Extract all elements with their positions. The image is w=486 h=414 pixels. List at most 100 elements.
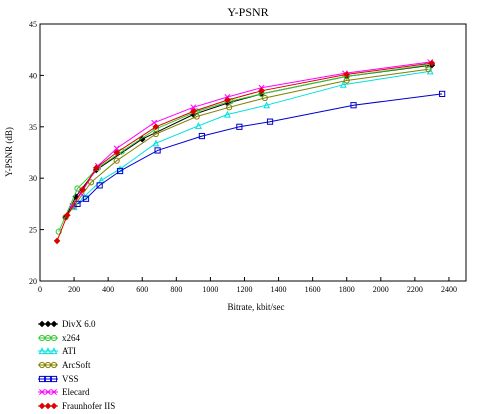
legend-swatch [38,347,58,355]
data-point-arcsoft [226,104,233,111]
legend-swatch-marker [38,375,46,382]
legend-swatch-marker [50,375,58,382]
legend-swatch-marker [44,347,52,355]
y-tick-label: 40 [29,71,37,80]
x-tick-label: 1800 [339,285,355,294]
data-point-fraunhofer-iis [79,186,86,193]
chart-title: Y-PSNR [227,5,268,19]
legend-swatch [38,375,58,382]
x-tick-label: 2000 [373,285,389,294]
data-point-arcsoft [343,77,350,84]
series-line-x264 [58,64,427,232]
x-tick-label: 200 [68,285,80,294]
legend-swatch-marker [44,375,52,382]
legend-swatch-marker [45,389,51,396]
legend-swatch-marker [50,320,58,328]
legend-swatch-marker [50,361,58,369]
data-point-fraunhofer-iis [152,123,160,131]
legend-label: ATI [62,346,76,357]
series-layer [53,59,446,245]
series-arcsoft [62,66,432,221]
x-tick-label: 2200 [407,285,423,294]
x-tick-label: 0 [38,285,42,294]
legend-label: VSS [62,373,79,384]
y-tick-label: 45 [29,20,37,29]
data-point-arcsoft [193,113,200,120]
series-line-vss [77,93,443,205]
legend-swatch-marker [39,389,45,396]
data-point-vss [266,118,274,125]
legend-label: Fraunhofer IIS [62,401,116,412]
data-point-arcsoft [88,179,95,186]
legend-swatch-marker [50,347,58,355]
legend-swatch [38,389,58,396]
data-point-vss [236,123,243,130]
data-point-fraunhofer-iis [343,71,351,78]
data-point-fraunhofer-iis [258,87,265,95]
data-point-vss [96,182,103,189]
legend-swatch-marker [38,402,46,410]
data-point-ati [339,80,347,88]
x-tick-label: 1400 [271,285,287,294]
x-tick-label: 400 [102,285,114,294]
legend-label: x264 [62,332,80,343]
y-tick-label: 35 [29,123,37,132]
series-line-arcsoft [65,68,429,218]
legend-swatch-marker [44,334,52,341]
plot-area [39,23,467,282]
series-line-elecard [71,61,431,207]
data-point-ati [263,101,271,109]
series-ati [70,67,434,211]
legend-swatch-marker [38,334,46,341]
data-point-x264 [74,185,81,192]
legend-swatch [38,334,58,341]
legend-swatch-marker [44,361,52,369]
data-point-arcsoft [261,94,269,102]
x-axis: 0 200 400 600 800 1000 1200 1400 1600 1800 2000 220… [38,277,457,294]
x-tick-label: 1200 [236,285,252,294]
legend-swatch-marker [38,320,46,328]
legend-swatch-marker [44,320,52,328]
legend-label: DivX 6.0 [62,319,96,329]
legend-swatch [38,402,58,410]
data-point-vss [154,147,161,154]
data-point-fraunhofer-iis [63,211,71,219]
data-point-vss [350,102,357,109]
legend-swatch-marker [50,334,58,341]
series-fraunhofer-iis [53,59,436,245]
series-x264 [55,62,430,235]
data-point-vss [116,167,124,175]
legend-swatch-marker [50,402,58,410]
legend-swatch-marker [38,347,46,355]
legend-label: Elecard [62,387,90,398]
data-point-arcsoft [113,157,120,164]
y-tick-label: 30 [29,174,37,183]
y-axis-label: Y-PSNR (dB) [4,127,14,177]
legend-swatch [38,320,58,328]
data-point-fraunhofer-iis [190,108,197,115]
data-point-fraunhofer-iis [53,237,61,245]
x-tick-label: 600 [136,285,148,294]
data-point-fraunhofer-iis [428,59,436,67]
data-point-fraunhofer-iis [224,96,231,104]
data-point-ati [195,122,202,129]
series-divx-6-0 [62,61,436,221]
x-tick-label: 2400 [441,285,457,294]
legend-swatch-marker [44,402,52,410]
series-line-divx-6-0 [65,64,432,218]
legend-swatch [38,361,58,369]
data-point-elecard [113,145,120,152]
data-point-x264 [55,228,62,235]
series-elecard [69,59,434,209]
x-tick-label: 800 [170,285,182,294]
x-axis-label: Bitrate, kbit/sec [228,302,285,312]
legend-label: ArcSoft [62,360,91,371]
legend-swatch-marker [51,389,57,396]
legend-swatch-marker [38,361,46,369]
x-tick-label: 1000 [202,285,218,294]
series-line-ati [73,70,431,208]
data-point-arcsoft [152,130,159,138]
data-point-ati [152,139,160,147]
data-point-ati [224,110,231,118]
